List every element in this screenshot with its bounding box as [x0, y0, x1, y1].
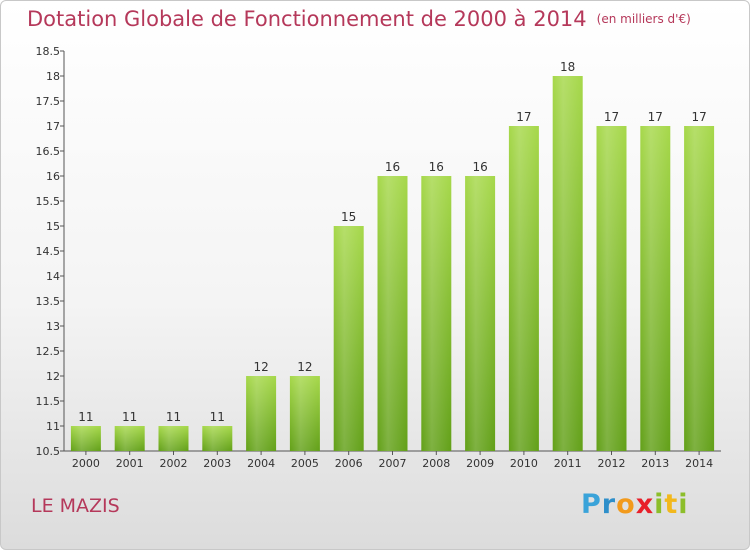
y-tick-label: 14: [46, 270, 60, 283]
bar-highlight: [552, 76, 583, 451]
logo-letter: r: [601, 489, 617, 520]
value-labels: 11 11 11 11 12 12 15 16 16 16 17 18 17 17 17: [78, 60, 706, 424]
y-tick-label: 12.5: [36, 345, 61, 358]
bar-highlight: [202, 426, 233, 451]
bar-value-label: 11: [210, 410, 225, 424]
x-tick-label: 2012: [598, 457, 626, 470]
bar-highlight: [246, 376, 277, 451]
y-tick-label: 14.5: [36, 245, 61, 258]
bar-value-label: 17: [648, 110, 663, 124]
bar-highlight: [377, 176, 408, 451]
y-tick-label: 16: [46, 170, 60, 183]
y-tick-label: 16.5: [36, 145, 61, 158]
bar-value-label: 11: [122, 410, 137, 424]
bar-highlight: [596, 126, 627, 451]
bar-value-label: 17: [691, 110, 706, 124]
x-tick-label: 2011: [554, 457, 582, 470]
x-tick-label: 2002: [160, 457, 188, 470]
x-tick-label: 2014: [685, 457, 713, 470]
bar-value-label: 18: [560, 60, 575, 74]
bar-value-label: 16: [472, 160, 487, 174]
y-tick-label: 15.5: [36, 195, 61, 208]
x-tick-label: 2013: [641, 457, 669, 470]
bar-value-label: 11: [78, 410, 93, 424]
x-tick-label: 2008: [422, 457, 450, 470]
bar-value-label: 11: [166, 410, 181, 424]
bar-highlight: [70, 426, 101, 451]
y-tick-label: 17.5: [36, 95, 61, 108]
x-tick-label: 2006: [335, 457, 363, 470]
commune-name: LE MAZIS: [31, 495, 120, 517]
y-tick-label: 18: [46, 70, 60, 83]
logo-letter: t: [664, 489, 679, 520]
bar-highlight: [640, 126, 671, 451]
y-tick-label: 13.5: [36, 295, 61, 308]
y-tick-label: 10.5: [36, 445, 61, 458]
bar-highlight: [289, 376, 320, 451]
y-tick-label: 15: [46, 220, 60, 233]
axes: 10.5 11 11.5 12 12.5 13 13.5 14 14.5 15 15.5 16 16.5…: [36, 45, 721, 470]
logo-letter: o: [616, 489, 636, 520]
logo-letter: i: [654, 489, 665, 520]
logo-letter: x: [635, 489, 655, 520]
proxiti-logo: Proxiti: [581, 489, 689, 520]
bar-highlight: [114, 426, 145, 451]
bar-value-label: 16: [385, 160, 400, 174]
y-tick-label: 13: [46, 320, 60, 333]
bar-value-label: 16: [429, 160, 444, 174]
chart-unit: (en milliers d'€): [596, 12, 691, 26]
x-tick-label: 2000: [72, 457, 100, 470]
bar-highlight: [508, 126, 539, 451]
x-tick-label: 2007: [379, 457, 407, 470]
y-tick-label: 11.5: [36, 395, 61, 408]
y-tick-label: 17: [46, 120, 60, 133]
logo-letter: i: [678, 489, 689, 520]
bars: [70, 76, 715, 451]
bar-value-label: 15: [341, 210, 356, 224]
bar-highlight: [333, 226, 364, 451]
bar-value-label: 17: [604, 110, 619, 124]
x-tick-label: 2005: [291, 457, 319, 470]
bar-highlight: [421, 176, 452, 451]
bar-highlight: [465, 176, 496, 451]
x-tick-label: 2009: [466, 457, 494, 470]
y-tick-label: 18.5: [36, 45, 61, 58]
x-tick-label: 2004: [247, 457, 275, 470]
y-tick-label: 12: [46, 370, 60, 383]
bar-value-label: 17: [516, 110, 531, 124]
bar-value-label: 12: [297, 360, 312, 374]
x-tick-label: 2001: [116, 457, 144, 470]
x-tick-label: 2003: [203, 457, 231, 470]
chart-title-block: Dotation Globale de Fonctionnement de 20…: [27, 7, 691, 31]
x-tick-label: 2010: [510, 457, 538, 470]
bar-highlight: [158, 426, 189, 451]
y-tick-label: 11: [46, 420, 60, 433]
bar-value-label: 12: [253, 360, 268, 374]
chart-title: Dotation Globale de Fonctionnement de 20…: [27, 7, 587, 31]
bar-highlight: [684, 126, 715, 451]
logo-letter: P: [581, 489, 602, 520]
